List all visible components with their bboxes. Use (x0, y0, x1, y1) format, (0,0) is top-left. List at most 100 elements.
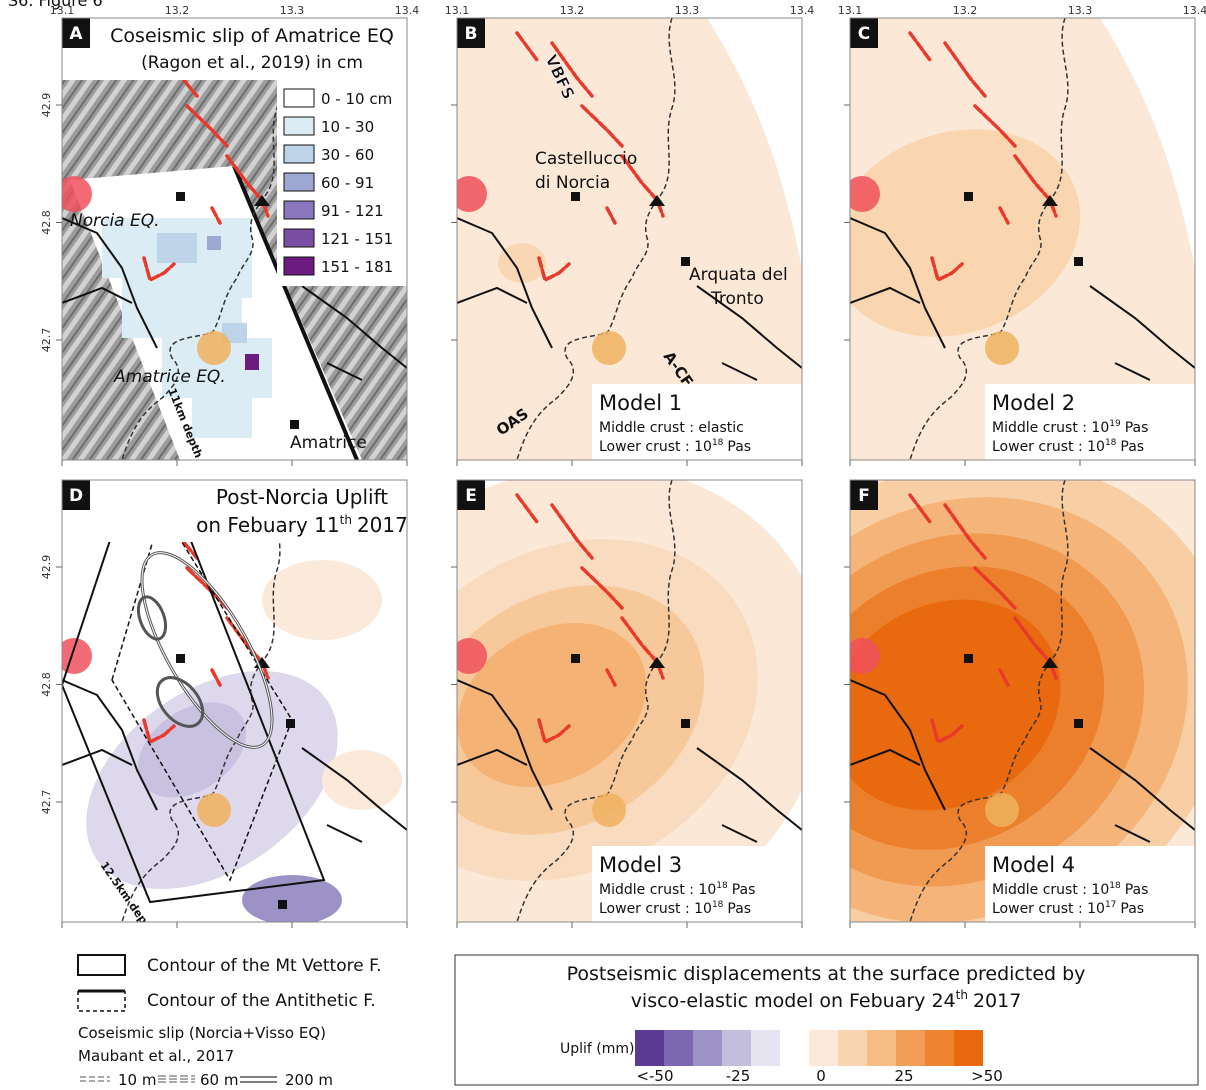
colorbar-title: Postseismic displacements at the surface… (567, 963, 1086, 985)
panel-title: Post-Norcia Uplift (216, 485, 388, 509)
model-param-unit: Pas (732, 882, 756, 898)
colorbar-tick-label: -25 (726, 1067, 751, 1085)
y-tick-label: 42.7 (40, 790, 53, 815)
panel-letter: C (858, 24, 870, 44)
panel-letter: F (858, 486, 870, 506)
map-label: Amatrice EQ. (113, 367, 226, 387)
legend-label: Maubant et al., 2017 (78, 1047, 234, 1065)
map-legend: Contour of the Mt Vettore F. Contour of … (78, 955, 382, 1089)
figure: S6. Figure 6 0 - 10 cm10 - 3030 - 6060 -… (0, 0, 1206, 1090)
town-marker (290, 420, 299, 429)
model-param: Lower crust : 1018Pas (599, 438, 751, 455)
model-param: Middle crust : 1018Pas (992, 881, 1148, 898)
model-param-exp: 18 (716, 881, 728, 891)
model-param-text: Middle crust : 10 (599, 882, 716, 898)
slip-cell (245, 354, 259, 370)
model-param-text: Middle crust : 10 (992, 882, 1109, 898)
uplift-field (322, 750, 402, 810)
x-tick-label: 13.3 (675, 4, 700, 17)
legend-label: 151 - 181 (321, 258, 393, 276)
legend-label: 121 - 151 (321, 230, 393, 248)
y-tick-label: 42.9 (40, 93, 53, 118)
legend-label: Contour of the Mt Vettore F. (147, 956, 382, 976)
colorbar-swatch (838, 1030, 867, 1066)
model-param-text: Middle crust : 10 (992, 420, 1109, 436)
model-param-exp: 19 (1109, 419, 1121, 429)
colorbar-swatch (722, 1030, 751, 1066)
colorbar-swatch (693, 1030, 722, 1066)
model-param-unit: Pas (1120, 901, 1144, 917)
colorbar-tick-label: >50 (971, 1067, 1003, 1085)
legend-swatch (284, 173, 314, 191)
colorbar-tick-label: <-50 (636, 1067, 673, 1085)
model-name: Model 4 (992, 853, 1075, 877)
scale-label: 60 m (200, 1071, 238, 1089)
y-tick-label: 42.8 (40, 672, 53, 697)
legend-label: 30 - 60 (321, 146, 374, 164)
model-box: Model 1 Middle crust : elastic Lower crust… (592, 384, 802, 460)
legend-label: 91 - 121 (321, 202, 384, 220)
x-tick-label: 13.1 (50, 4, 75, 17)
model-param-unit: Pas (1120, 439, 1144, 455)
model-param-text: Lower crust : 10 (599, 901, 712, 917)
model-param-exp: 18 (712, 438, 724, 448)
town-marker (278, 900, 287, 909)
model-name: Model 3 (599, 853, 682, 877)
x-tick-label: 13.2 (165, 4, 190, 17)
legend-swatch (284, 229, 314, 247)
panel-a: 0 - 10 cm 10 - 30 30 - 60 60 - 91 91 - 121 12… (56, 18, 407, 460)
legend-swatch (284, 117, 314, 135)
x-tick-label: 13.2 (953, 4, 978, 17)
model-param: Lower crust : 1017Pas (992, 900, 1144, 917)
panel-b: VBFS Castelluccio di Norcia Arquata del … (451, 18, 802, 460)
y-tick-label: 42.8 (40, 210, 53, 235)
colorbar-swatch (925, 1030, 954, 1066)
panel-subtitle: (Ragon et al., 2019) in cm (141, 53, 363, 73)
legend-icon (78, 991, 125, 1011)
model-param-text: Lower crust : 10 (599, 439, 712, 455)
colorbar-legend: Postseismic displacements at the surface… (455, 955, 1198, 1085)
model-param-text: Lower crust : 10 (992, 439, 1105, 455)
model-param-text: Middle crust : elastic (599, 420, 744, 436)
model-param-unit: Pas (727, 439, 751, 455)
map-label: Tronto (710, 289, 764, 309)
colorbar-swatch (635, 1030, 664, 1066)
model-param: Middle crust : 1018 Pas (599, 881, 755, 898)
map-label: di Norcia (535, 173, 610, 193)
panel-letter: D (69, 486, 83, 506)
x-tick-label: 13.1 (445, 4, 470, 17)
legend-label: 60 - 91 (321, 174, 374, 192)
colorbar-swatch (664, 1030, 693, 1066)
colorbar-label: Uplif (mm) (560, 1041, 635, 1057)
x-tick-label: 13.4 (1183, 4, 1206, 17)
x-tick-label: 13.3 (1068, 4, 1093, 17)
map-label: Arquata del (689, 265, 788, 285)
legend-label: 0 - 10 cm (321, 90, 392, 108)
legend-label: 10 - 30 (321, 118, 374, 136)
model-name: Model 1 (599, 391, 682, 415)
model-box: Model 4Middle crust : 1018PasLower crust… (985, 846, 1195, 922)
colorbar-tick-label: 0 (816, 1067, 826, 1085)
scale-label: 200 m (285, 1071, 333, 1089)
model-box: Model 2Middle crust : 1019PasLower crust… (985, 384, 1195, 460)
panel-letter: B (465, 24, 478, 44)
model-param: Middle crust : elastic (599, 420, 744, 436)
slip-cell (207, 236, 221, 250)
model-param-exp: 18 (1109, 881, 1121, 891)
model-param-unit: Pas (727, 901, 751, 917)
model-param-exp: 17 (1105, 900, 1116, 910)
map-label: Norcia EQ. (70, 211, 160, 231)
x-tick-label: 13.3 (280, 4, 305, 17)
panel-title: Coseismic slip of Amatrice EQ (110, 25, 394, 47)
legend-icon (78, 955, 125, 975)
colorbar-swatch (751, 1030, 780, 1066)
legend-label: Coseismic slip (Norcia+Visso EQ) (78, 1024, 326, 1042)
model-param-exp: 18 (1105, 438, 1117, 448)
legend-swatch (284, 145, 314, 163)
map-label: Castelluccio (535, 149, 637, 169)
